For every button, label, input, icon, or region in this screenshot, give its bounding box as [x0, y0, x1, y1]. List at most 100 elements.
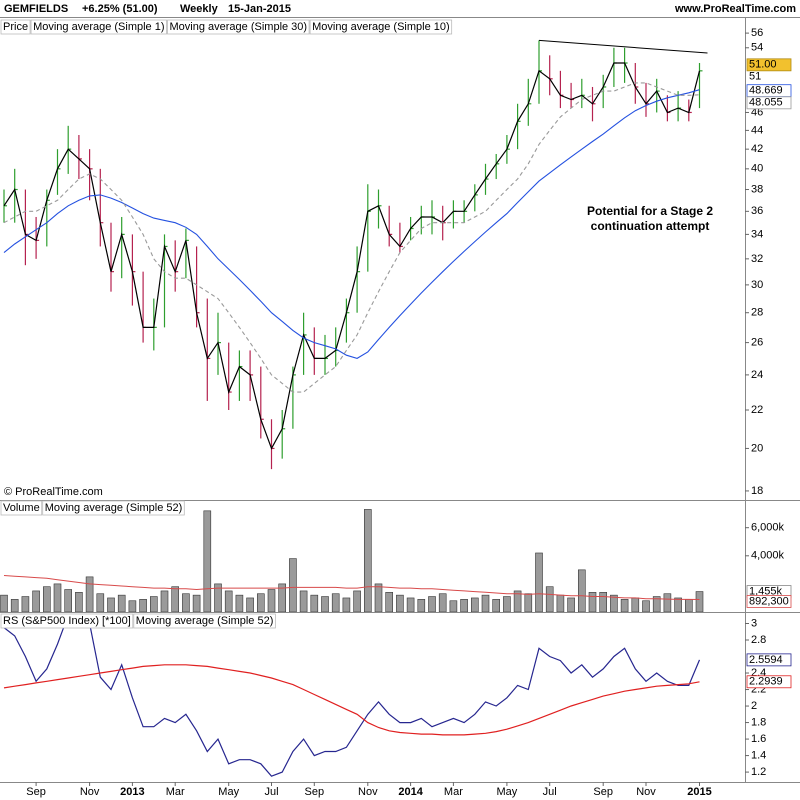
y-tick-label: 3 [751, 617, 757, 629]
y-tick-label: 54 [751, 42, 763, 54]
y-tick-label: 42 [751, 143, 763, 155]
volume-bar [460, 599, 468, 612]
legend-box [0, 500, 43, 516]
y-tick-label: 1.2 [751, 766, 766, 778]
y-tick-label: 18 [751, 485, 763, 497]
volume-bar [599, 592, 608, 612]
plot-area [3, 40, 703, 470]
y-tick-label: 22 [751, 404, 763, 416]
annotation: continuation attempt [591, 219, 710, 233]
value-label: 2.5594 [749, 654, 783, 666]
volume-bar [117, 594, 126, 612]
y-tick-label: 1.8 [751, 716, 766, 728]
value-label-box [746, 675, 792, 689]
plot-area [0, 509, 704, 612]
line [3, 664, 700, 736]
legend-box [309, 19, 453, 35]
legend-box [0, 19, 31, 35]
volume-bar [417, 599, 426, 612]
volume-bar [342, 597, 351, 612]
y-tick-label: 2.8 [751, 634, 766, 646]
volume-bar [674, 597, 682, 612]
volume-bar [299, 590, 308, 612]
change: +6.25% (51.00) [82, 3, 158, 15]
volume-bar [588, 592, 597, 612]
x-tick-label: Sep [305, 786, 325, 798]
value-label-box [746, 96, 792, 110]
y-tick-label: 34 [751, 228, 763, 240]
line [3, 89, 700, 359]
y-tick-label: 28 [751, 307, 763, 319]
value-label: 51.00 [749, 59, 777, 71]
volume-bar [695, 591, 704, 612]
volume-bar [513, 590, 522, 612]
legend-entry: Moving average (Simple 1) [33, 21, 164, 33]
y-tick-label: 24 [751, 369, 763, 381]
plot-area [3, 614, 701, 777]
volume-bar [684, 599, 693, 612]
x-tick-label: Jul [543, 786, 557, 798]
volume-bar [406, 597, 415, 612]
period: Weekly [180, 3, 219, 15]
copyright: © ProRealTime.com [4, 486, 103, 498]
x-tick-label: Nov [358, 786, 378, 798]
value-label-box [746, 595, 792, 608]
line [3, 82, 700, 393]
volume-bar [32, 590, 40, 612]
value-label-box [746, 58, 792, 72]
legend-box [0, 613, 134, 629]
volume-bar [139, 599, 147, 612]
volume-bar [642, 600, 650, 612]
volume-bar [42, 586, 51, 612]
volume-bar [53, 583, 62, 612]
y-tick-label: 36 [751, 205, 763, 217]
volume-bar [0, 594, 8, 612]
value-label: 48.055 [749, 97, 783, 109]
x-tick-label: Sep [593, 786, 613, 798]
x-tick-label: May [218, 786, 239, 798]
y-tick-label: 44 [751, 124, 763, 136]
line [3, 614, 701, 777]
volume-bar [556, 594, 565, 612]
value-label: 48.669 [749, 85, 783, 97]
volume-bar [160, 590, 169, 612]
volume-bar [374, 583, 383, 612]
volume-bar [470, 597, 479, 612]
volume-bar [481, 594, 490, 612]
y-tick-label: 1.4 [751, 749, 766, 761]
y-tick-label: 1.6 [751, 733, 766, 745]
volume-bar [353, 590, 361, 612]
trendline [538, 39, 708, 54]
volume-bar [620, 599, 629, 612]
y-tick-label: 6,000k [751, 522, 785, 534]
volume-bar [256, 593, 265, 612]
legend-box [167, 19, 310, 35]
legend-entry: Moving average (Simple 52) [136, 615, 274, 627]
volume-bar [289, 558, 297, 612]
x-tick-label: Mar [166, 786, 185, 798]
volume-bar [503, 596, 511, 612]
y-tick-label: 4,000k [751, 550, 785, 562]
volume-bar [107, 597, 115, 612]
volume-bar [96, 593, 105, 612]
value-label-box [746, 653, 792, 667]
volume-bar [545, 586, 554, 612]
y-tick-label: 32 [751, 253, 763, 265]
x-tick-label: Nov [80, 786, 100, 798]
volume-bar [75, 592, 83, 612]
volume-bar [214, 583, 222, 612]
value-label: 1,455k [749, 585, 783, 597]
volume-bar [235, 594, 244, 612]
y-tick-label: 20 [751, 442, 763, 454]
legend-entry: Moving average (Simple 52) [45, 502, 183, 514]
x-tick-label: 2014 [398, 786, 423, 798]
y-tick-label: 46 [751, 106, 763, 118]
y-tick-label: 26 [751, 337, 763, 349]
volume-bar [567, 597, 575, 612]
legend-entry: Moving average (Simple 10) [312, 21, 450, 33]
legend-entry: Moving average (Simple 30) [170, 21, 308, 33]
volume-bar [128, 600, 137, 612]
volume-bar [171, 586, 179, 612]
volume-bar [278, 583, 287, 612]
date: 15-Jan-2015 [228, 3, 291, 15]
